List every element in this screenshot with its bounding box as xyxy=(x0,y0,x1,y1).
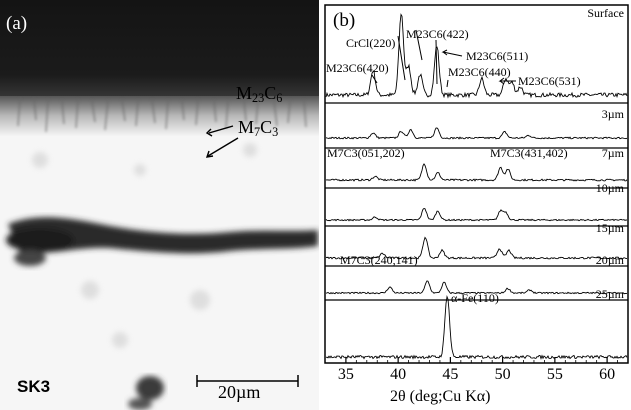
m7c3-layer-label: M7C3 xyxy=(238,117,279,140)
peak-label-m7c3-431-402: M7C3(431,402) xyxy=(490,146,568,160)
peak-arrows xyxy=(371,29,516,88)
x-tick-label: 35 xyxy=(337,366,354,383)
peak-label-alpha-fe-110: α-Fe(110) xyxy=(451,291,499,305)
xrd-trace-2 xyxy=(325,127,628,140)
x-tick-label: 45 xyxy=(442,366,459,383)
peak-label-m23c6-440: M23C6(440) xyxy=(448,65,511,79)
x-tick-label: 60 xyxy=(599,366,616,383)
xrd-trace-1 xyxy=(325,13,628,99)
depth-label-5: 15µm xyxy=(595,221,624,235)
panel-a-letter: (a) xyxy=(6,13,28,34)
xrd-plot xyxy=(324,4,629,364)
depth-label-6: 20µm xyxy=(595,253,624,267)
scale-bar-label: 20µm xyxy=(218,382,261,402)
depth-label-2: 3µm xyxy=(601,107,624,121)
depth-label-1: Surface xyxy=(587,6,624,20)
peak-label-m23c6-531: M23C6(531) xyxy=(518,74,581,88)
peak-label-crcl-220: CrCl(220) xyxy=(346,36,396,50)
x-axis-title: 2θ (deg;Cu Kα) xyxy=(390,388,491,405)
layer-arrows xyxy=(205,125,239,158)
xrd-panel: (b) Surface 3µm 7µm 10µm 15µm 20µm 25µm CrCl(2… xyxy=(320,0,631,410)
xrd-trace-4 xyxy=(325,208,628,222)
sample-label: SK3 xyxy=(17,377,51,396)
m23c6-layer-label: M23C6 xyxy=(236,83,283,106)
depth-label-7: 25µm xyxy=(595,287,624,301)
x-tick-label: 40 xyxy=(390,366,407,383)
depth-label-4: 10µm xyxy=(595,181,624,195)
panel-b-letter: (b) xyxy=(333,10,356,31)
x-tick-label: 50 xyxy=(494,366,511,383)
xrd-trace-6 xyxy=(325,280,628,295)
scale-bar xyxy=(196,375,299,387)
peak-label-m7c3-051-202: M7C3(051,202) xyxy=(327,146,405,160)
x-tick-label: 55 xyxy=(546,366,563,383)
peak-label-m23c6-422: M23C6(422) xyxy=(406,27,469,41)
micrograph-image xyxy=(0,0,319,410)
depth-label-3: 7µm xyxy=(601,146,624,160)
xrd-trace-7 xyxy=(325,294,628,360)
micrograph-panel: (a) M23C6 M7C3 SK3 20µm xyxy=(0,0,319,410)
xrd-trace-5 xyxy=(325,236,628,260)
xrd-trace-3 xyxy=(325,163,628,182)
peak-label-m7c3-240-141: M7C3(240,141) xyxy=(340,253,418,267)
peak-label-m23c6-511: M23C6(511) xyxy=(466,49,529,63)
plot-frame xyxy=(324,4,629,364)
peak-label-m23c6-420: M23C6(420) xyxy=(326,61,389,75)
